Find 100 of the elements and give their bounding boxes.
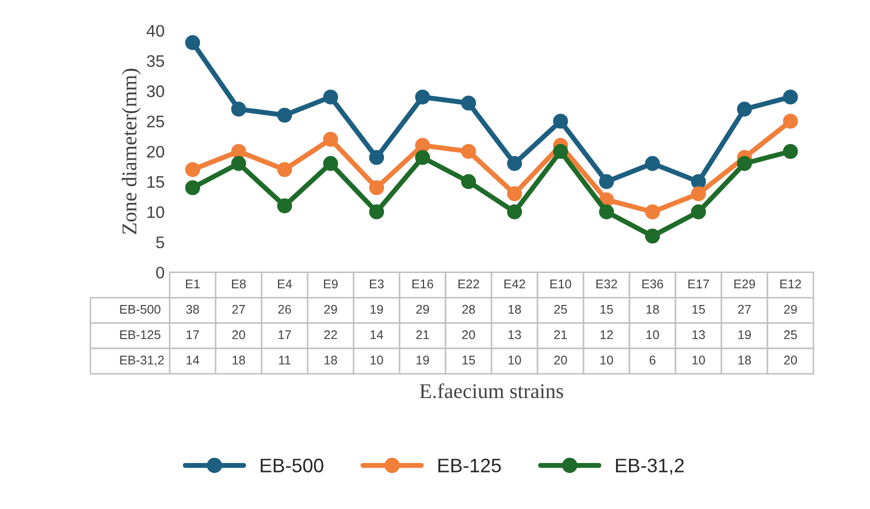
data-label: 29 (416, 304, 429, 314)
point (231, 156, 246, 171)
data-label: 21 (416, 330, 429, 340)
x-axis-title: E.faecium strains (420, 383, 564, 398)
x-tick-label: E1 (186, 280, 200, 288)
data-label: 10 (692, 356, 705, 365)
point (323, 156, 338, 171)
x-tick-label: E22 (458, 280, 480, 288)
point (599, 204, 614, 220)
point (507, 204, 522, 220)
point (782, 114, 798, 129)
x-tick-label: E4 (278, 280, 292, 288)
point (553, 114, 568, 129)
y-tick-label: 20 (147, 146, 164, 158)
data-label: 21 (554, 330, 567, 340)
point (415, 150, 430, 165)
data-label: 10 (370, 356, 384, 365)
data-label: 22 (324, 330, 337, 340)
data-label: 14 (370, 330, 384, 340)
point (415, 90, 430, 104)
point (277, 198, 292, 214)
point (737, 156, 752, 171)
point (185, 180, 200, 196)
y-tick-label: 35 (146, 55, 164, 67)
data-label: 10 (508, 356, 522, 365)
data-label: 20 (462, 330, 476, 340)
point (645, 204, 660, 220)
data-label: 19 (370, 304, 383, 314)
data-label: 12 (600, 330, 613, 340)
data-label: 25 (554, 304, 567, 314)
point (323, 132, 338, 147)
point (645, 228, 660, 244)
point (782, 90, 798, 104)
data-label: 15 (462, 356, 475, 365)
data-label: 14 (186, 356, 200, 364)
y-tick-label: 40 (146, 24, 164, 37)
data-label: 18 (738, 356, 751, 365)
legend-label: EB-31,2 (616, 458, 684, 475)
point (231, 144, 246, 159)
data-label: 27 (738, 304, 751, 314)
point (323, 90, 338, 104)
point (277, 108, 292, 123)
point (415, 138, 430, 153)
x-tick-label: E10 (550, 280, 572, 288)
x-tick-label: E8 (232, 280, 246, 288)
x-tick-label: E12 (780, 280, 801, 288)
y-tick-label: 15 (148, 176, 164, 188)
point (185, 35, 200, 50)
y-axis-title: Zone diameter(mm) (122, 68, 141, 234)
data-label: 29 (324, 304, 337, 314)
data-label: 15 (600, 305, 613, 314)
text: EB-500 (120, 304, 160, 314)
data-label: 11 (279, 356, 290, 364)
data-label: 20 (784, 356, 797, 365)
data-label: 17 (278, 330, 291, 340)
point (645, 156, 660, 171)
legend-label: EB-125 (438, 458, 501, 472)
y-tick-label: 30 (146, 85, 164, 98)
data-label: 26 (278, 304, 292, 314)
data-label: 25 (784, 330, 797, 340)
data-label: 10 (600, 356, 613, 365)
point (737, 102, 752, 117)
point (277, 162, 292, 178)
point (599, 174, 614, 190)
data-label: 13 (508, 330, 521, 340)
point (691, 174, 706, 190)
legend-label: EB-500 (260, 458, 324, 472)
data-label: 27 (232, 304, 245, 314)
data-label: 29 (784, 304, 797, 314)
x-tick-label: E16 (412, 280, 434, 288)
x-tick-label: E3 (370, 280, 384, 288)
data-label: 18 (232, 356, 246, 365)
point (507, 156, 522, 171)
point (461, 96, 476, 111)
data-label: 20 (554, 356, 567, 365)
data-label: 38 (186, 304, 200, 314)
x-tick-label: E9 (324, 280, 338, 288)
data-label: 18 (646, 304, 659, 314)
point (231, 102, 246, 117)
point (507, 186, 522, 202)
x-tick-label: E29 (734, 280, 755, 288)
point (461, 174, 476, 190)
data-label: 6 (650, 356, 656, 365)
point (369, 180, 384, 196)
point (185, 162, 200, 178)
y-tick-label: 10 (148, 206, 164, 218)
x-tick-label: E17 (688, 280, 709, 288)
data-label: 18 (508, 304, 521, 314)
text: EB-31,2 (120, 356, 164, 366)
data-label: 19 (416, 356, 429, 365)
data-label: 28 (462, 304, 475, 314)
point (691, 204, 706, 220)
point (461, 144, 476, 159)
data-label: 18 (324, 356, 338, 365)
x-tick-label: E32 (596, 280, 618, 288)
point (691, 186, 706, 202)
x-tick-label: E42 (504, 280, 526, 288)
y-tick-label: 0 (156, 266, 164, 279)
text: EB-125 (120, 330, 160, 340)
point (369, 204, 384, 220)
